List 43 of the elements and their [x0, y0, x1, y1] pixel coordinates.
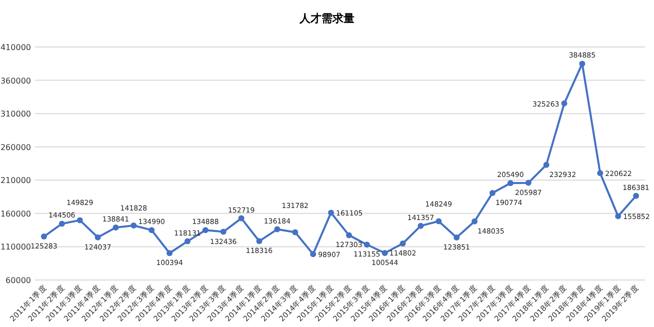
point: [436, 218, 442, 224]
point: [184, 238, 190, 244]
point: [561, 100, 568, 106]
point: [40, 234, 47, 240]
point: [382, 250, 388, 256]
point: [328, 210, 334, 216]
point: [633, 192, 640, 199]
point: [220, 228, 226, 235]
y-tick-label: 360000: [0, 76, 31, 86]
point: [166, 250, 173, 256]
y-tick-label: 160000: [0, 209, 31, 218]
point: [525, 180, 532, 186]
y-tick-label: 60000: [6, 276, 31, 285]
point: [274, 226, 280, 232]
point: [615, 213, 622, 220]
point: [490, 190, 496, 196]
point: [597, 170, 604, 176]
point: [94, 234, 101, 240]
point: [507, 180, 514, 186]
point: [310, 251, 316, 258]
point: [58, 220, 65, 227]
point: [148, 227, 155, 234]
point: [364, 242, 370, 248]
point: [130, 222, 137, 229]
point: [112, 224, 119, 231]
point: [543, 162, 550, 168]
point: [202, 227, 208, 234]
point: [238, 215, 244, 222]
point: [292, 229, 298, 236]
y-tick-label: 110000: [0, 242, 31, 252]
y-tick-label: 310000: [0, 110, 31, 119]
point: [418, 222, 424, 229]
point: [346, 232, 352, 238]
point: [454, 234, 460, 240]
y-tick-label: 410000: [0, 43, 31, 52]
point: [256, 238, 262, 244]
y-tick-label: 210000: [0, 176, 31, 186]
y-tick-label: 260000: [0, 142, 31, 152]
chart-title: 人才需求量: [298, 12, 354, 25]
point: [472, 218, 478, 224]
point: [76, 217, 83, 224]
point: [579, 60, 586, 67]
point: [400, 240, 406, 247]
